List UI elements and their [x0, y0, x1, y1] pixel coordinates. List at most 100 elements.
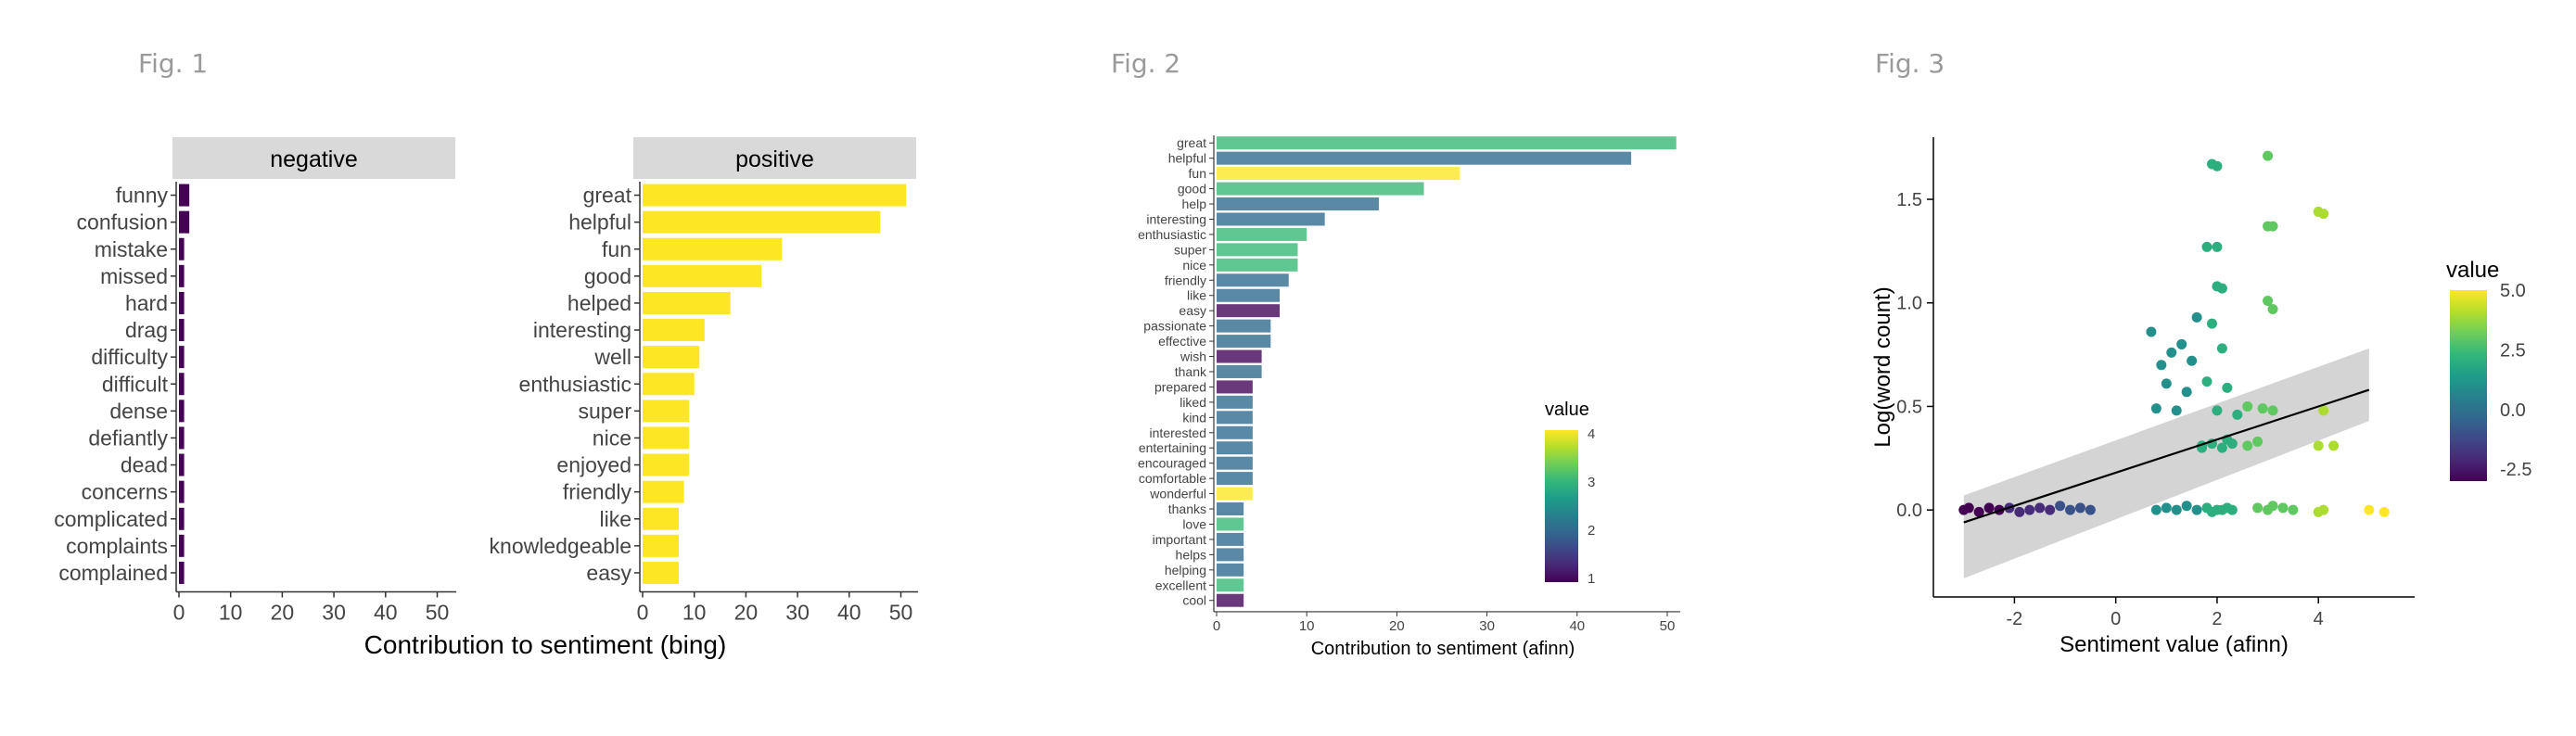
facet-strip-label-positive: positive [735, 146, 814, 172]
scatter-point [2014, 506, 2025, 517]
y-tick-label-positive: great [583, 184, 632, 208]
scatter-point [2187, 355, 2198, 366]
legend-colorbar [1545, 430, 1578, 582]
x-axis-title: Sentiment value (afinn) [2060, 632, 2289, 657]
legend-title: value [1545, 400, 1589, 420]
bar-cool [1217, 593, 1244, 607]
scatter-point [2263, 150, 2274, 161]
bar-positive-enjoyed [643, 453, 690, 476]
legend-tick-label: 1 [1588, 571, 1595, 587]
legend-tick-label: 2 [1588, 523, 1595, 539]
scatter-point [2242, 440, 2253, 451]
bar-like [1217, 288, 1281, 302]
y-tick-label: like [1187, 288, 1206, 303]
y-tick-label-negative: confusion [77, 210, 168, 235]
y-tick-label: 0.5 [1896, 397, 1922, 417]
scatter-point [2085, 504, 2096, 515]
bar-helpful [1217, 151, 1632, 165]
scatter-point [2313, 440, 2324, 451]
x-tick-label: 20 [734, 601, 759, 625]
scatter-point [2263, 296, 2274, 307]
x-tick-label: 0 [637, 601, 649, 625]
scatter-point [2074, 502, 2085, 514]
scatter-point [1983, 502, 1995, 514]
bar-liked [1217, 395, 1253, 409]
y-tick-label: thank [1175, 364, 1207, 379]
y-tick-label: encouraged [1138, 456, 1206, 471]
y-tick-label-positive: enjoyed [556, 453, 631, 477]
scatter-point [2232, 409, 2243, 420]
x-tick-label: 30 [322, 601, 346, 625]
scatter-point [2201, 376, 2213, 387]
x-tick-label: 10 [682, 601, 707, 625]
facet-strip-positive [633, 137, 916, 179]
scatter-point [2150, 504, 2162, 515]
bar-positive-helpful [643, 210, 881, 234]
y-tick-label-negative: difficult [102, 372, 169, 396]
bar-comfortable [1217, 472, 1253, 486]
legend-tick-label: 0.0 [2500, 400, 2526, 421]
y-tick-label-negative: concerns [82, 480, 168, 504]
bar-fun [1217, 167, 1460, 181]
scatter-point [2252, 502, 2264, 514]
x-tick-label: 50 [1660, 618, 1676, 634]
bar-negative-defiantly [179, 426, 185, 450]
x-tick-label: 20 [271, 601, 295, 625]
x-axis-title: Contribution to sentiment (afinn) [1311, 639, 1575, 659]
y-tick-label-negative: complaints [66, 534, 168, 558]
x-tick-label: 40 [1569, 618, 1585, 634]
legend-tick-label: -2.5 [2500, 460, 2531, 480]
bar-positive-like [643, 507, 679, 530]
bar-negative-confusion [179, 210, 190, 234]
x-tick-label: 20 [1389, 618, 1405, 634]
y-tick-label: interesting [1146, 211, 1206, 226]
facet-strip-label-negative: negative [270, 146, 358, 172]
x-axis-title: Contribution to sentiment (bing) [364, 630, 727, 659]
scatter-point [2181, 387, 2192, 398]
y-tick-label: wish [1180, 349, 1206, 364]
y-tick-label-negative: defiantly [88, 425, 168, 450]
bar-negative-difficulty [179, 346, 185, 369]
scatter-point [2364, 504, 2375, 515]
figure-1-label: Fig. 1 [138, 48, 209, 79]
scatter-point [2277, 502, 2289, 514]
y-tick-label-negative: drag [125, 318, 168, 342]
y-tick-label: friendly [1165, 273, 1206, 287]
y-tick-label-negative: difficulty [91, 345, 168, 369]
scatter-point [2045, 504, 2056, 515]
legend-title: value [2446, 258, 2499, 283]
figure-3-label: Fig. 3 [1875, 48, 1945, 79]
bar-negative-drag [179, 319, 185, 342]
y-tick-label: cool [1182, 593, 1206, 608]
scatter-point [2161, 378, 2172, 389]
y-tick-label: great [1177, 135, 1206, 150]
y-tick-label-positive: well [593, 345, 631, 369]
y-tick-label: liked [1180, 395, 1206, 410]
legend-tick-label: 5.0 [2500, 281, 2526, 301]
x-tick-label: 0 [2111, 609, 2121, 629]
y-tick-label: 0.0 [1896, 501, 1922, 521]
bar-friendly [1217, 273, 1289, 287]
y-tick-label-negative: mistake [95, 237, 168, 261]
y-tick-label: easy [1179, 303, 1206, 318]
bar-entertaining [1217, 441, 1253, 455]
scatter-point [2216, 442, 2227, 453]
y-tick-label-negative: dense [109, 399, 168, 423]
bar-help [1217, 197, 1379, 211]
bar-important [1217, 532, 1244, 546]
scatter-point [2065, 504, 2076, 515]
legend-tick-label: 2.5 [2500, 340, 2526, 361]
y-tick-label-positive: helped [567, 291, 631, 315]
scatter-point [2212, 160, 2223, 171]
scatter-point [2252, 436, 2264, 447]
x-tick-label: 10 [219, 601, 243, 625]
scatter-point [2378, 506, 2390, 517]
legend-tick-label: 4 [1588, 426, 1595, 442]
scatter-point [2257, 403, 2268, 414]
x-tick-label: 40 [374, 601, 398, 625]
y-tick-label: helpful [1168, 151, 1206, 166]
bar-thanks [1217, 502, 1244, 516]
bar-kind [1217, 411, 1253, 425]
y-tick-label: good [1178, 182, 1206, 197]
bar-positive-knowledgeable [643, 534, 679, 557]
